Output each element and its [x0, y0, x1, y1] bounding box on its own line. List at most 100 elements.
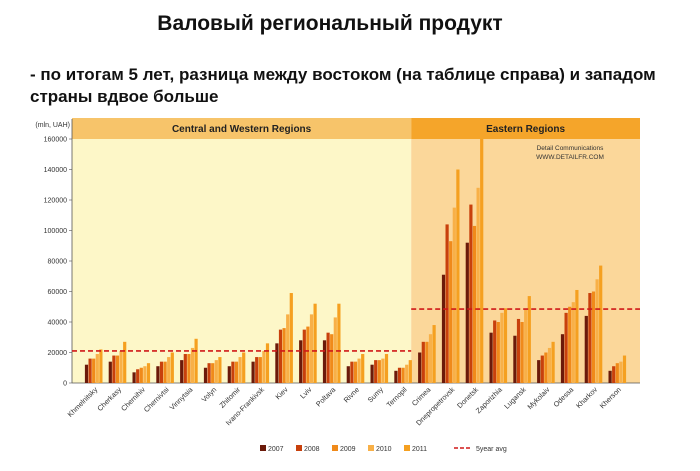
- bar-2010: [405, 364, 409, 383]
- bar-2008: [374, 360, 378, 383]
- bar-2011: [99, 349, 103, 383]
- bar-2010: [119, 350, 123, 383]
- bar-2008: [159, 361, 164, 383]
- bar-2007: [180, 360, 184, 383]
- bar-2009: [92, 358, 96, 383]
- bar-2010: [262, 350, 266, 383]
- y-axis-label: (mln, UAH): [35, 122, 70, 129]
- category-label: Rivne: [342, 385, 361, 404]
- bar-2010: [571, 302, 575, 383]
- bar-2010: [190, 347, 195, 383]
- bar-2010: [214, 360, 218, 383]
- legend-label-2011: 2011: [412, 446, 427, 453]
- legend-swatch-2011: [404, 445, 410, 451]
- bar-2010: [95, 354, 99, 383]
- bar-2011: [361, 354, 365, 383]
- bar-2008: [588, 293, 592, 383]
- bar-2010: [333, 317, 337, 383]
- bar-2007: [465, 242, 469, 383]
- bar-2010: [547, 347, 552, 383]
- bar-2008: [112, 355, 116, 383]
- bar-2008: [302, 329, 306, 383]
- category-label: Odessa: [551, 385, 575, 409]
- bar-2011: [146, 363, 151, 383]
- bar-2007: [132, 372, 136, 383]
- category-label: Crimea: [410, 385, 433, 408]
- bar-2008: [88, 358, 92, 383]
- bar-2008: [445, 224, 449, 383]
- bar-2009: [187, 354, 191, 383]
- bar-2007: [108, 361, 112, 383]
- bar-2011: [527, 296, 531, 383]
- bar-2009: [258, 357, 262, 383]
- legend-label-avg: 5year avg: [476, 446, 507, 453]
- bar-2009: [544, 352, 548, 383]
- bar-2010: [286, 314, 290, 383]
- y-tick-label: 60000: [48, 289, 68, 296]
- bar-2007: [418, 352, 422, 383]
- bar-2008: [421, 341, 425, 383]
- category-label: Kherson: [598, 385, 623, 410]
- bar-2009: [496, 322, 500, 383]
- bar-2011: [170, 352, 174, 383]
- bar-2011: [218, 357, 222, 383]
- bar-2009: [282, 328, 286, 383]
- bar-2011: [289, 293, 293, 383]
- bar-2011: [456, 169, 460, 383]
- bar-2007: [322, 340, 327, 383]
- bar-2010: [524, 309, 528, 383]
- category-label: Poltava: [314, 385, 337, 408]
- bar-2008: [350, 361, 354, 383]
- bar-2011: [265, 343, 270, 383]
- bar-2010: [428, 334, 433, 383]
- bar-2010: [357, 358, 361, 383]
- category-label: Volyn: [200, 385, 219, 404]
- legend-swatch-2008: [296, 445, 302, 451]
- category-label: Kharkov: [574, 385, 599, 410]
- bar-2007: [560, 334, 565, 383]
- y-tick-label: 160000: [44, 137, 67, 144]
- bar-2009: [568, 306, 572, 383]
- bar-2009: [615, 363, 619, 383]
- bar-2007: [227, 366, 231, 383]
- bar-2011: [123, 341, 127, 383]
- bar-2009: [139, 367, 143, 383]
- east-region-header: [411, 118, 640, 139]
- bar-2008: [564, 312, 568, 383]
- bar-2007: [203, 367, 208, 383]
- legend-label-2007: 2007: [268, 446, 284, 453]
- bar-2007: [489, 332, 493, 383]
- bar-2008: [255, 357, 259, 383]
- category-label: Cherkasy: [95, 385, 123, 413]
- bar-2008: [231, 361, 235, 383]
- legend-label-2010: 2010: [376, 446, 392, 453]
- bar-2007: [156, 366, 160, 383]
- bar-2007: [584, 315, 588, 383]
- bar-2008: [612, 366, 616, 383]
- bar-2009: [211, 363, 215, 383]
- bar-2011: [313, 303, 317, 383]
- bar-2011: [599, 265, 603, 383]
- legend-swatch-2007: [260, 445, 266, 451]
- category-label: Kiev: [273, 385, 290, 402]
- category-label: Ternopil: [385, 385, 409, 409]
- bar-2007: [84, 364, 89, 383]
- bar-2009: [520, 322, 524, 383]
- bar-2010: [238, 357, 242, 383]
- credit-line-1: Detail Communications: [537, 145, 605, 152]
- bar-2009: [401, 367, 405, 383]
- slide-subtitle: - по итогам 5 лет, разница между востоко…: [30, 65, 656, 106]
- bar-2009: [377, 360, 381, 383]
- bar-2010: [309, 314, 314, 383]
- legend-swatch-2009: [332, 445, 338, 451]
- bar-2007: [299, 340, 303, 383]
- y-tick-label: 80000: [48, 259, 68, 266]
- bar-2011: [503, 308, 508, 383]
- bar-2011: [551, 341, 555, 383]
- bar-2007: [251, 361, 255, 383]
- bar-2007: [346, 366, 350, 383]
- bar-2010: [167, 357, 171, 383]
- bar-2009: [591, 291, 596, 383]
- category-label: Khmelnitsky: [66, 385, 100, 419]
- bar-2009: [306, 326, 310, 383]
